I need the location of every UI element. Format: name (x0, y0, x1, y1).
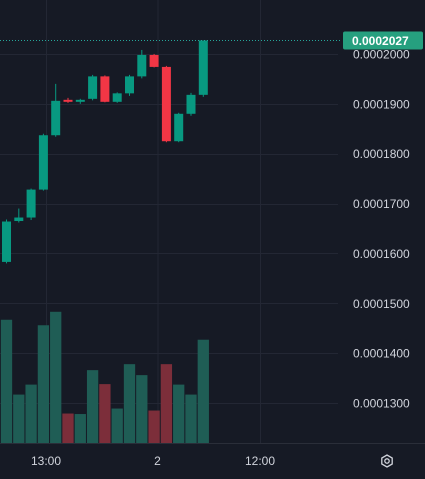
candle-body (88, 76, 98, 99)
candle-body (75, 99, 85, 102)
candle-body (112, 93, 122, 102)
last-price-badge-bg (343, 31, 423, 50)
candle[interactable] (75, 98, 85, 104)
candle[interactable] (174, 112, 184, 143)
last-price-label: 0.0002027 (352, 34, 409, 48)
candle[interactable] (161, 65, 171, 143)
volume-bar (50, 311, 62, 443)
volume-bar (160, 364, 173, 443)
candle-body (26, 189, 36, 218)
time-tick-label: 13:00 (31, 454, 61, 468)
time-tick-label: 12:00 (245, 454, 275, 468)
price-tick-label: 0.0001800 (353, 147, 410, 161)
candle[interactable] (26, 188, 36, 221)
settings-hexagon-outline (381, 454, 393, 468)
volume-bar (62, 413, 74, 443)
price-tick-label: 0.0001600 (353, 247, 410, 261)
candle-body (38, 135, 48, 190)
candle-body (137, 54, 147, 77)
candle[interactable] (88, 74, 98, 101)
candle[interactable] (2, 219, 11, 264)
candle-body (2, 221, 11, 262)
settings-hexagon-center (384, 458, 390, 464)
candle[interactable] (125, 74, 134, 96)
price-tick-label: 0.0001300 (353, 397, 410, 411)
price-tick-label: 0.0001900 (353, 97, 410, 111)
candle[interactable] (112, 92, 122, 103)
candle-body (161, 66, 171, 142)
settings-hexagon-icon[interactable] (381, 454, 393, 468)
candle-body (14, 217, 24, 222)
time-axis[interactable]: 13:00 2 12:00 (0, 443, 425, 469)
candle-body (174, 113, 184, 142)
candle-body (125, 76, 134, 94)
volume-bar (74, 414, 86, 443)
candle-body (63, 99, 73, 102)
chart-settings-button[interactable] (381, 454, 393, 468)
candle[interactable] (51, 83, 61, 137)
volume-bar (86, 370, 99, 443)
candle[interactable] (137, 49, 147, 79)
price-tick-label: 0.0002000 (353, 47, 410, 61)
volume-bar (111, 408, 123, 443)
price-tick-label: 0.0001500 (353, 297, 410, 311)
volume-bar (13, 394, 25, 443)
volume-bar (185, 394, 197, 443)
candle[interactable] (38, 133, 48, 191)
volume-bar (197, 339, 209, 443)
volume-bar (123, 364, 136, 443)
price-axis[interactable]: 0.0002000 0.0001900 0.0001800 0.0001700 0.00… (343, 31, 423, 411)
candle[interactable] (14, 208, 24, 223)
last-price-badge: 0.0002027 (343, 31, 423, 50)
candle[interactable] (100, 75, 110, 103)
candle[interactable] (186, 92, 196, 116)
candles[interactable] (2, 40, 208, 264)
volume-bar (25, 384, 37, 443)
volume-bar (99, 384, 111, 443)
candle-body (186, 94, 196, 114)
time-tick-label: 2 (154, 454, 161, 468)
candle[interactable] (63, 97, 73, 103)
price-tick-label: 0.0001700 (353, 197, 410, 211)
candle[interactable] (198, 40, 208, 97)
volume-bar (148, 410, 160, 443)
candle-body (198, 40, 208, 95)
candle[interactable] (149, 53, 159, 68)
volume-bar (173, 384, 185, 443)
candle-body (100, 76, 110, 102)
volume-bars (0, 311, 209, 443)
volume-bar (136, 375, 148, 443)
candle-body (51, 100, 61, 136)
volume-bar (0, 319, 13, 443)
price-tick-label: 0.0001400 (353, 347, 410, 361)
volume-bar (37, 325, 50, 443)
candle-body (149, 54, 159, 67)
